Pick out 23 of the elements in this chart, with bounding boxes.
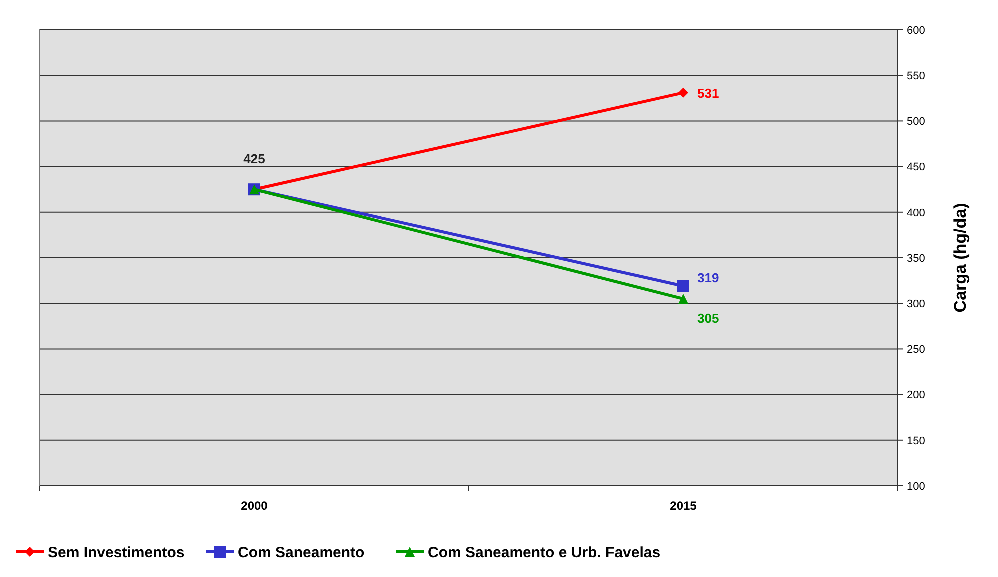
y-tick-label: 100 (907, 480, 926, 493)
y-tick-label: 400 (907, 207, 926, 220)
legend-label: Com Saneamento e Urb. Favelas (428, 544, 661, 562)
data-label: 425 (244, 152, 266, 167)
y-tick-label: 350 (907, 252, 926, 265)
legend-label: Com Saneamento (238, 544, 365, 562)
data-label: 531 (698, 86, 720, 101)
y-tick-label: 150 (907, 435, 926, 448)
y-axis-title: Carga (hg/da) (951, 203, 970, 313)
y-tick-label: 450 (907, 162, 926, 174)
y-tick-label: 200 (907, 390, 926, 402)
legend-label: Sem Investimentos (48, 544, 185, 562)
x-tick-label: 2015 (670, 499, 698, 513)
point (678, 280, 690, 292)
point (678, 88, 688, 98)
data-label: 319 (698, 270, 720, 286)
y-tick-label: 600 (907, 24, 926, 37)
y-tick-label: 500 (907, 116, 926, 128)
y-tick-label: 250 (907, 344, 926, 356)
y-tick-label: 550 (907, 70, 926, 82)
data-label: 305 (698, 311, 720, 326)
x-tick-label: 2000 (241, 499, 268, 513)
y-tick-label: 300 (907, 298, 926, 310)
